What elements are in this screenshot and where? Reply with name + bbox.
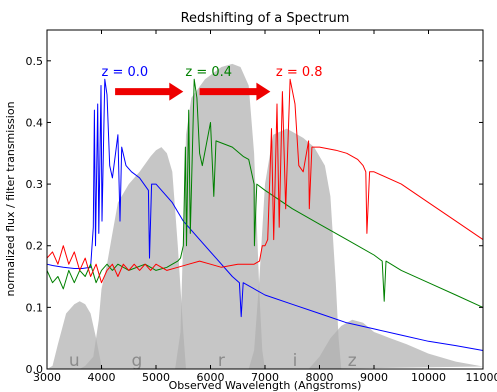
filter-label-i: i: [293, 351, 298, 371]
series-line-0: [46, 78, 484, 351]
redshift-arrow-0: [115, 82, 184, 101]
y-tick-label-2: 0.2: [26, 240, 44, 253]
redshift-arrows: [115, 82, 271, 101]
filter-u: [47, 301, 105, 369]
filter-label-g: g: [132, 351, 143, 371]
y-tick-label-0: 0.0: [26, 363, 44, 376]
filter-label-r: r: [218, 351, 225, 371]
x-tick-label-7: 10000: [411, 371, 446, 384]
filter-g: [79, 147, 186, 369]
y-tick-label-1: 0.1: [26, 301, 44, 314]
y-axis-label: normalized flux / filter transmission: [4, 101, 17, 296]
annotation-0: z = 0.0: [102, 65, 149, 80]
x-tick-label-3: 6000: [197, 371, 225, 384]
chart-title: Redshifting of a Spectrum: [181, 11, 350, 26]
x-tick-label-0: 3000: [33, 371, 61, 384]
annotation-2: z = 0.8: [276, 65, 323, 80]
x-axis-label: Observed Wavelength (Angstroms): [169, 379, 362, 392]
filter-label-u: u: [69, 351, 80, 371]
series-line-2: [46, 78, 484, 284]
filter-curves: [47, 63, 483, 370]
x-tick-label-5: 8000: [306, 371, 334, 384]
y-tick-label-3: 0.3: [26, 178, 44, 191]
x-tick-label-4: 7000: [251, 371, 279, 384]
filter-label-z: z: [348, 351, 357, 371]
x-tick-label-6: 9000: [360, 371, 388, 384]
chart-annotations: z = 0.0 z = 0.4 z = 0.8 u g r i z: [69, 65, 357, 371]
y-tick-label-4: 0.4: [26, 116, 44, 129]
axis-ticks: 3000 4000 5000 6000 7000 8000 9000 10000 11000 0.…: [26, 30, 497, 384]
x-tick-label-2: 5000: [142, 371, 170, 384]
spectrum-series: [46, 78, 484, 351]
filter-i: [248, 128, 342, 369]
y-tick-label-5: 0.5: [26, 55, 44, 68]
series-line-1: [46, 78, 484, 308]
filter-z: [308, 319, 483, 369]
annotation-1: z = 0.4: [185, 65, 232, 80]
x-tick-label-8: 11000: [466, 371, 497, 384]
redshift-arrow-1: [199, 82, 271, 101]
x-tick-label-1: 4000: [88, 371, 116, 384]
